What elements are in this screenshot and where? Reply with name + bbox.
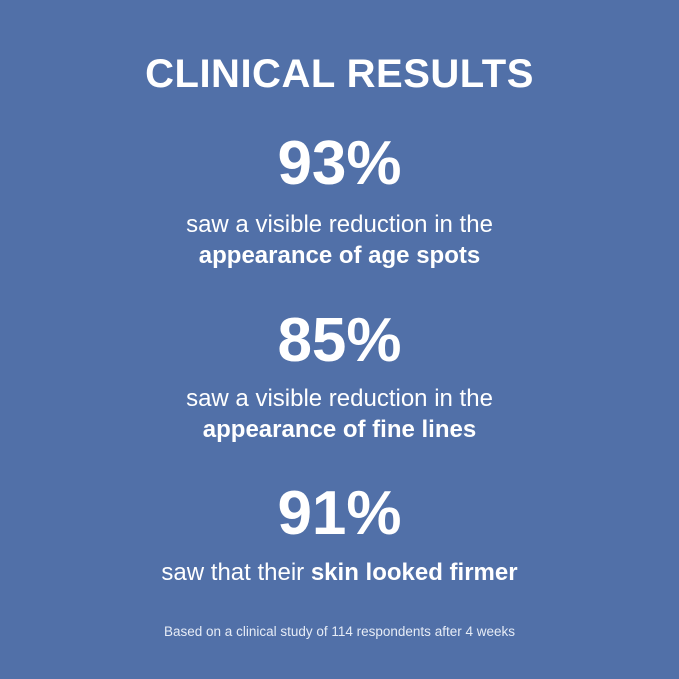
page-title: CLINICAL RESULTS: [145, 52, 534, 96]
stat-value-age-spots: 93%: [277, 129, 402, 198]
stat-desc-firmness: saw that their skin looked firmer: [0, 559, 679, 587]
footnote: Based on a clinical study of 114 respond…: [164, 624, 515, 639]
stat-desc-age-spots-bold: appearance of age spots: [198, 242, 481, 269]
stat-value-fine-lines: 85%: [277, 306, 402, 375]
stat-desc-firmness-prefix: saw that their: [161, 559, 311, 586]
stat-desc-fine-lines: saw a visible reduction in the: [186, 385, 493, 412]
stat-value-firmness: 91%: [277, 479, 402, 548]
stat-desc-fine-lines-bold: appearance of fine lines: [202, 416, 477, 443]
stat-desc-age-spots: saw a visible reduction in the: [186, 211, 493, 238]
stat-desc-firmness-bold: skin looked firmer: [310, 559, 518, 586]
